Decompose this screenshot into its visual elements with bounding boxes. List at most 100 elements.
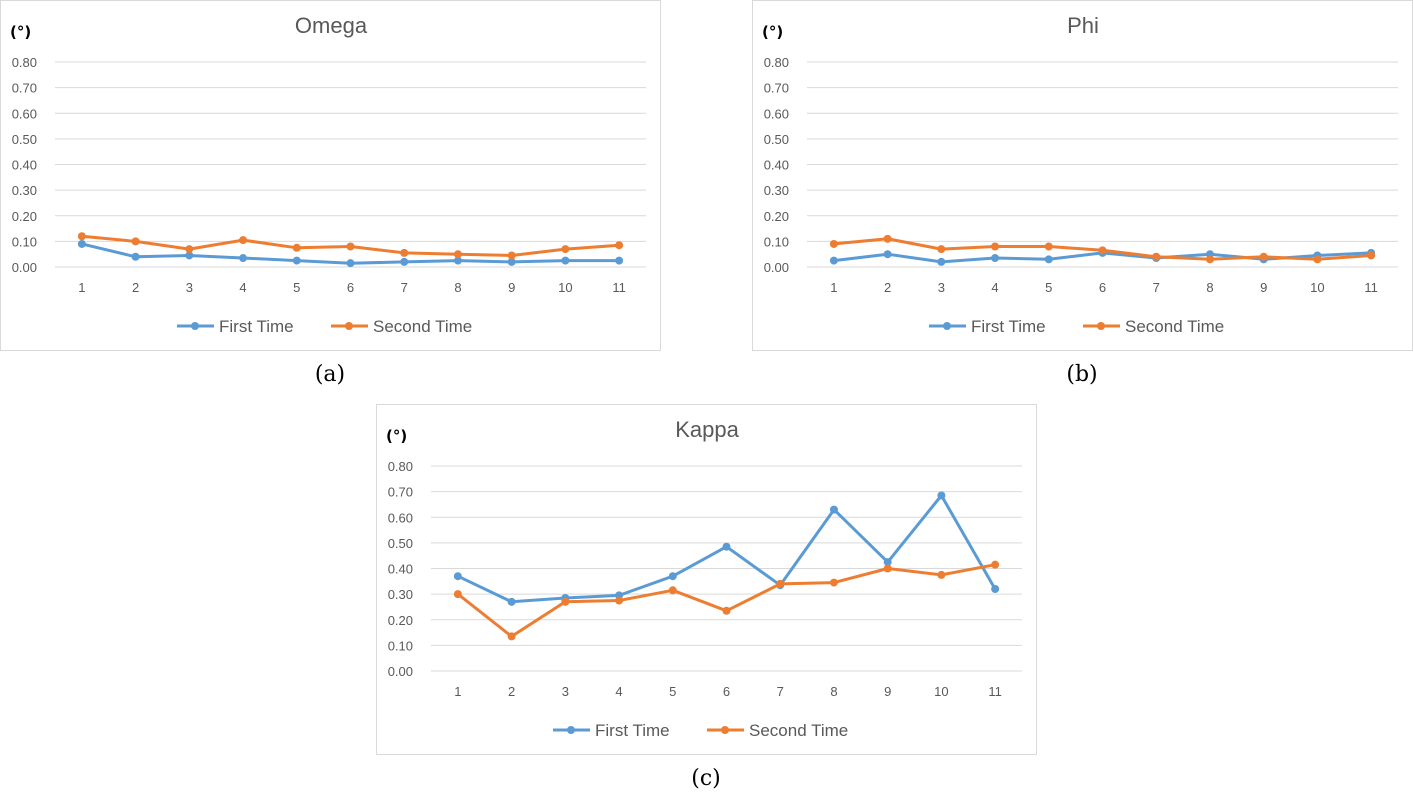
data-point-series-1	[507, 257, 516, 266]
data-point-series-1	[991, 254, 1000, 263]
legend-marker-2	[345, 322, 353, 330]
y-tick-label: 0.40	[12, 158, 37, 173]
x-tick-label: 9	[1260, 280, 1267, 295]
x-tick-label: 8	[1206, 280, 1213, 295]
y-tick-label: 0.20	[764, 209, 789, 224]
legend-marker-1	[191, 322, 199, 330]
data-point-series-2	[776, 579, 785, 588]
y-tick-label: 0.70	[12, 81, 37, 96]
y-tick-label: 0.50	[388, 536, 413, 551]
data-point-series-2	[937, 570, 946, 579]
caption-b: (b)	[1066, 362, 1098, 387]
data-point-series-2	[507, 251, 516, 260]
data-point-series-1	[507, 597, 516, 606]
data-point-series-2	[346, 242, 355, 251]
y-tick-label: 0.80	[388, 459, 413, 474]
x-tick-label: 6	[1099, 280, 1106, 295]
data-point-series-2	[239, 236, 248, 245]
data-point-series-1	[131, 252, 140, 261]
data-point-series-1	[1044, 255, 1053, 264]
data-point-series-2	[1152, 252, 1161, 261]
x-tick-label: 9	[508, 280, 515, 295]
y-tick-label: 0.50	[12, 132, 37, 147]
data-point-series-1	[346, 259, 355, 268]
data-point-series-1	[561, 256, 570, 265]
y-tick-label: 0.20	[12, 209, 37, 224]
y-tick-label: 0.30	[12, 183, 37, 198]
data-point-series-1	[668, 572, 677, 581]
x-tick-label: 2	[508, 684, 515, 699]
chart-svg-phi: Phi (°) 0.00 0.10 0.20 0.30 0.40 0.50 0.60 0.70 0.…	[762, 13, 1398, 336]
data-point-series-1	[937, 491, 946, 500]
x-tick-label: 1	[830, 280, 837, 295]
y-tick-label: 0.30	[764, 183, 789, 198]
data-point-series-2	[1367, 251, 1376, 260]
y-unit-label: (°)	[386, 427, 407, 445]
x-tick-label: 3	[562, 684, 569, 699]
data-point-series-2	[668, 586, 677, 595]
legend-label-1: First Time	[971, 317, 1046, 336]
y-unit-label: (°)	[10, 23, 31, 41]
legend-label-1: First Time	[595, 721, 670, 740]
data-point-series-1	[292, 256, 301, 265]
data-point-series-1	[185, 251, 194, 260]
x-tick-label: 1	[78, 280, 85, 295]
y-tick-label: 0.30	[388, 587, 413, 602]
legend-marker-1	[567, 726, 575, 734]
data-point-series-2	[453, 590, 462, 599]
x-tick-label: 9	[884, 684, 891, 699]
y-tick-label: 0.70	[388, 485, 413, 500]
x-tick-label: 4	[615, 684, 622, 699]
chart-panel-phi: Phi (°) 0.00 0.10 0.20 0.30 0.40 0.50 0.60 0.70 0.…	[752, 0, 1413, 351]
data-point-series-2	[400, 248, 409, 257]
y-tick-label: 0.40	[388, 562, 413, 577]
data-point-series-1	[400, 257, 409, 266]
data-point-series-2	[77, 232, 86, 241]
y-tick-label: 0.00	[12, 260, 37, 275]
data-point-series-1	[883, 558, 892, 567]
data-point-series-2	[937, 245, 946, 254]
x-tick-label: 5	[669, 684, 676, 699]
data-point-series-2	[615, 596, 624, 605]
x-tick-label: 8	[830, 684, 837, 699]
data-point-series-2	[615, 241, 624, 250]
data-point-series-2	[131, 237, 140, 246]
x-tick-label: 2	[884, 280, 891, 295]
data-point-series-1	[991, 585, 1000, 593]
data-point-series-2	[991, 242, 1000, 251]
y-tick-label: 0.70	[764, 81, 789, 96]
data-point-series-2	[883, 564, 892, 573]
data-point-series-2	[1205, 255, 1214, 264]
data-point-series-1	[829, 256, 838, 265]
y-tick-label: 0.20	[388, 613, 413, 628]
data-point-series-1	[829, 505, 838, 514]
x-tick-label: 2	[132, 280, 139, 295]
data-point-series-2	[561, 245, 570, 254]
chart-svg-kappa: Kappa (°) 0.00 0.10 0.20 0.30 0.40 0.50 0.60 0.70…	[386, 417, 1022, 740]
data-point-series-2	[185, 245, 194, 254]
data-point-series-1	[239, 254, 248, 263]
x-tick-label: 11	[988, 684, 1002, 699]
x-tick-label: 11	[1364, 280, 1378, 295]
x-tick-label: 1	[454, 684, 461, 699]
x-tick-label: 7	[1153, 280, 1160, 295]
chart-title: Kappa	[675, 417, 739, 442]
legend-marker-2	[1097, 322, 1105, 330]
caption-c: (c)	[691, 766, 721, 791]
y-tick-label: 0.10	[764, 234, 789, 249]
y-tick-label: 0.10	[12, 234, 37, 249]
data-point-series-2	[991, 560, 1000, 569]
data-point-series-2	[561, 597, 570, 606]
legend-label-2: Second Time	[749, 721, 848, 740]
x-tick-label: 10	[934, 684, 948, 699]
x-tick-label: 11	[612, 280, 626, 295]
data-point-series-2	[1259, 252, 1268, 261]
data-point-series-2	[1313, 255, 1322, 264]
data-point-series-1	[883, 250, 892, 259]
y-unit-label: (°)	[762, 23, 783, 41]
x-tick-label: 4	[991, 280, 998, 295]
legend-label-2: Second Time	[373, 317, 472, 336]
y-tick-label: 0.00	[388, 664, 413, 679]
data-point-series-2	[1044, 242, 1053, 251]
x-tick-label: 5	[1045, 280, 1052, 295]
